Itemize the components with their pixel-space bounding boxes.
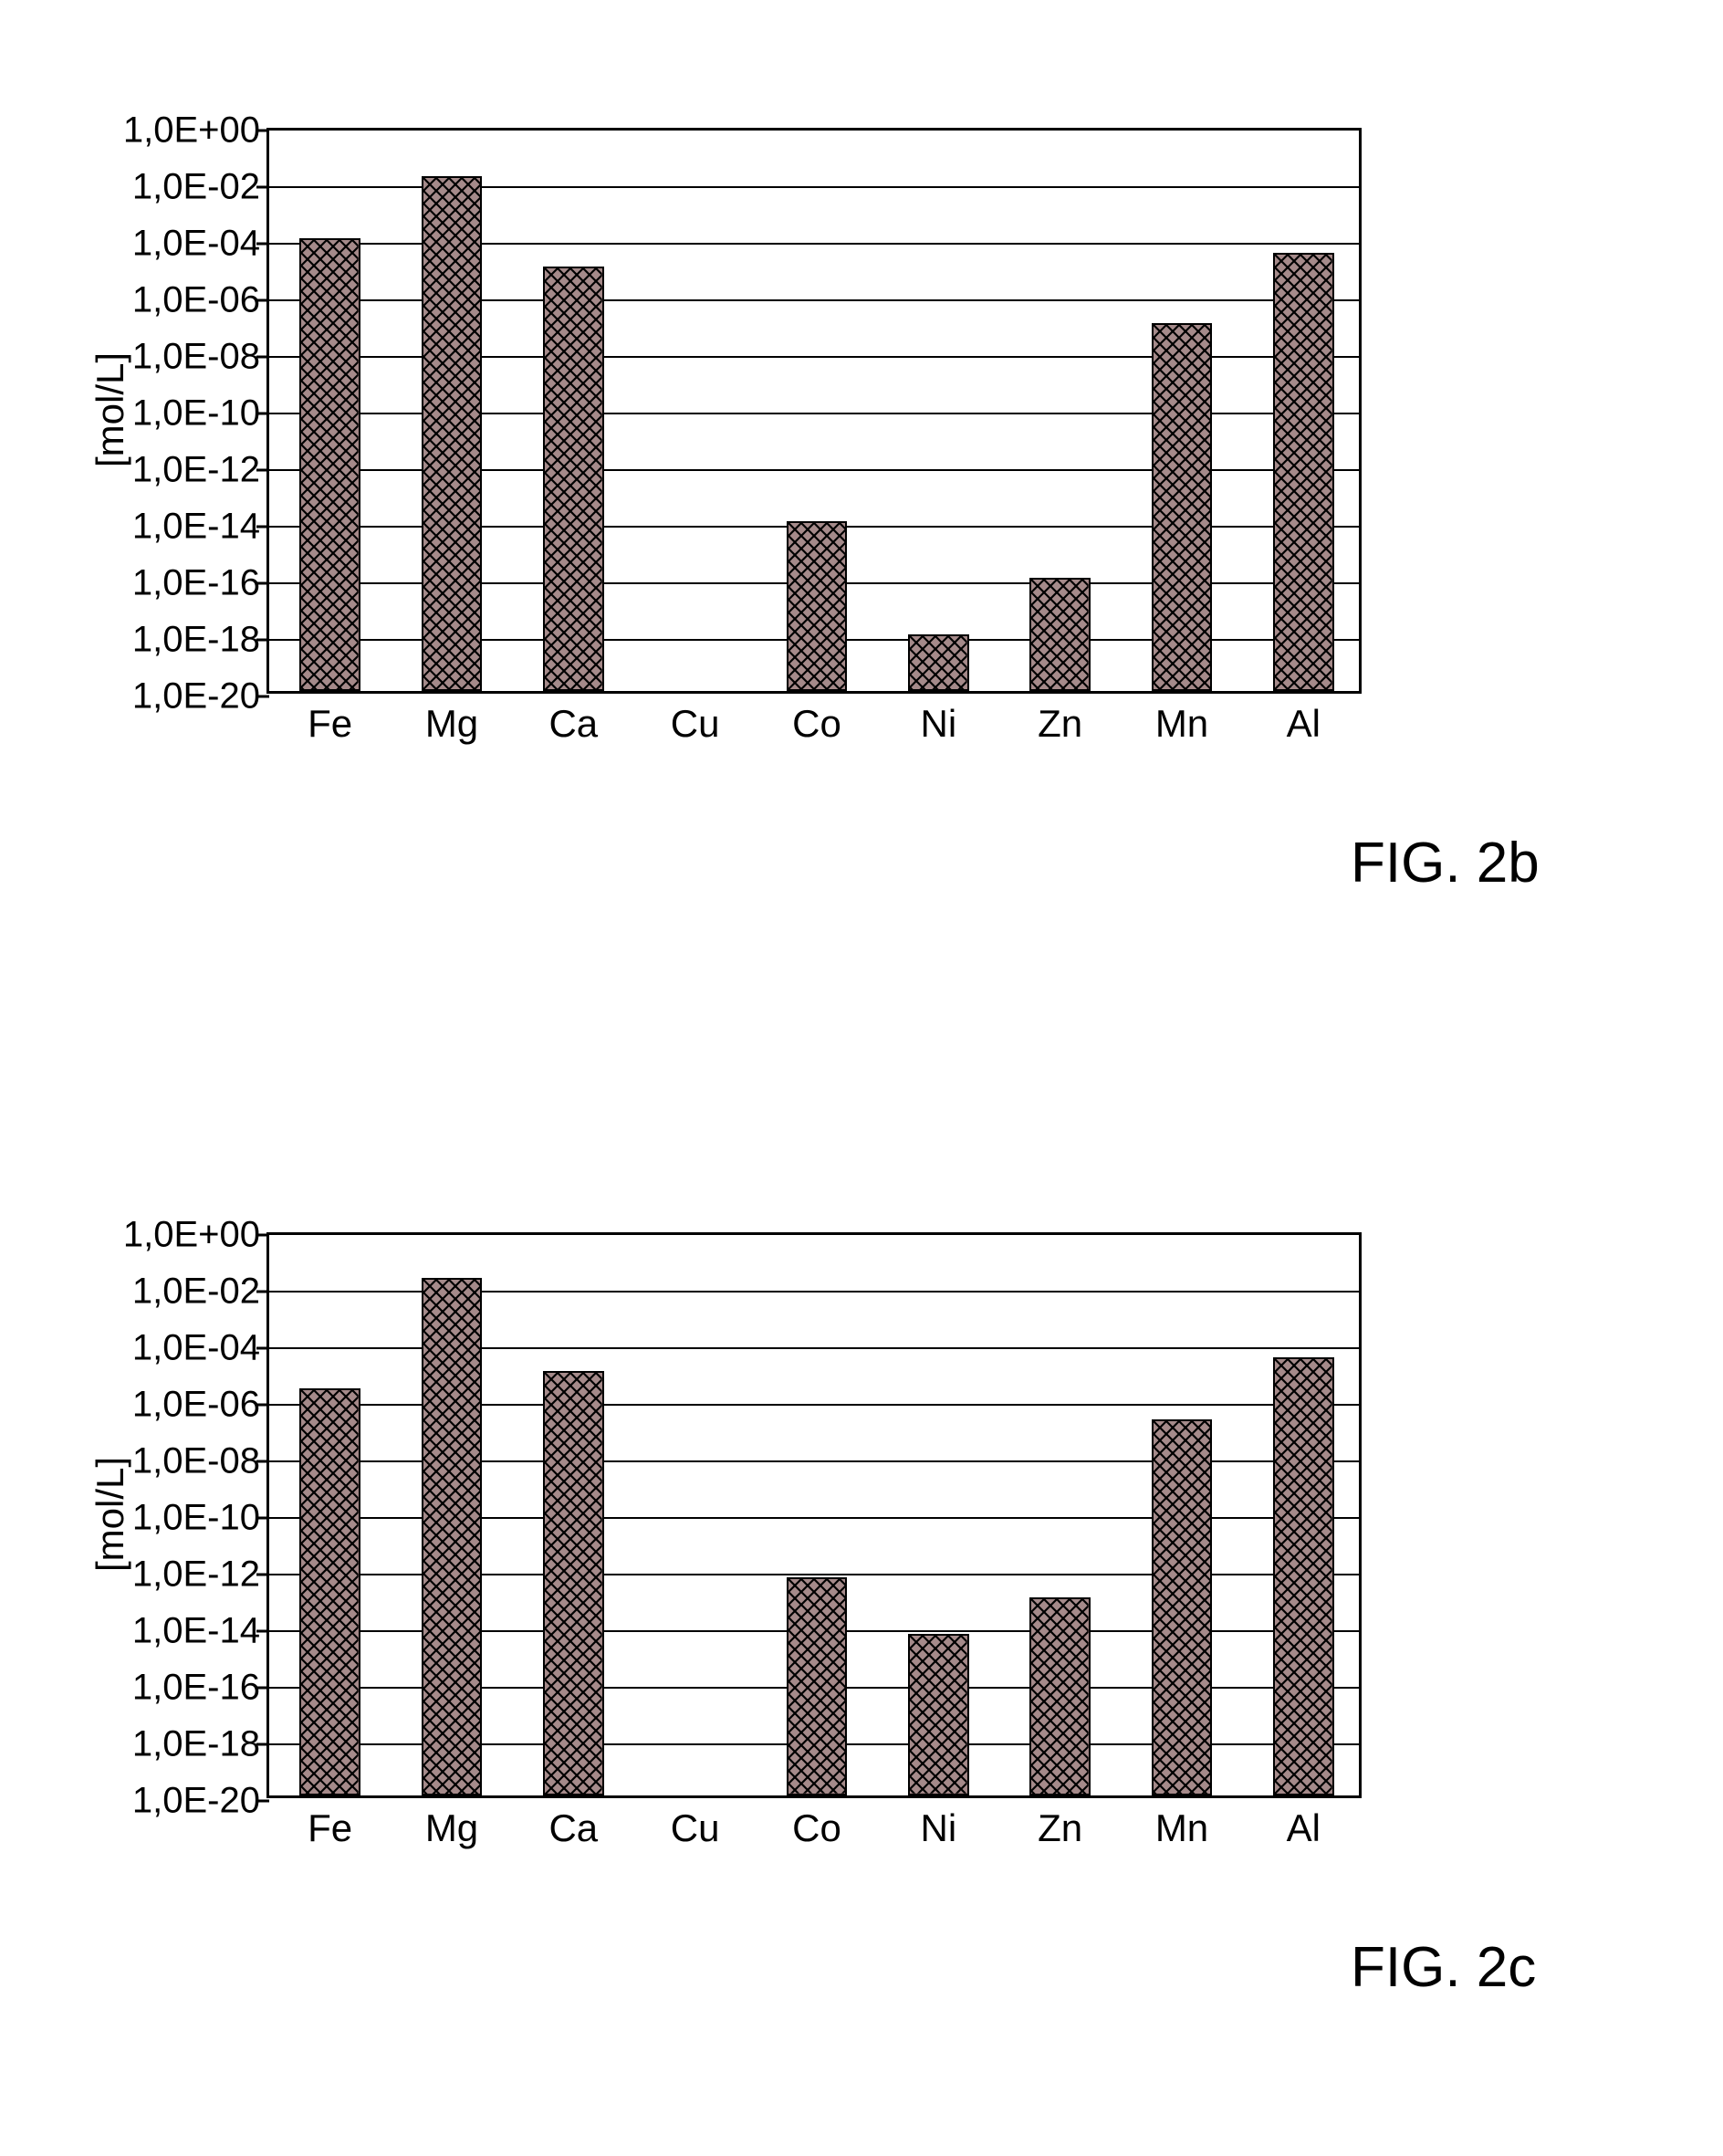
ytick-label: 1,0E-08 (132, 337, 260, 378)
figure-caption: FIG. 2c (1351, 1935, 1536, 2000)
ytick-label: 1,0E+00 (123, 1215, 260, 1256)
bar-zn (1029, 1597, 1091, 1795)
bar-fe (299, 1388, 360, 1795)
xtick-label: Mg (425, 702, 478, 746)
bar-mg (422, 176, 483, 691)
bar-zn (1029, 578, 1091, 691)
xtick-label: Ca (548, 1806, 598, 1850)
bar-co (787, 521, 848, 691)
xtick-label: Zn (1038, 1806, 1082, 1850)
ytick-label: 1,0E-20 (132, 1781, 260, 1822)
ytick-label: 1,0E-20 (132, 676, 260, 717)
bar-mg (422, 1278, 483, 1795)
figure-caption: FIG. 2b (1351, 831, 1540, 895)
ytick-label: 1,0E-10 (132, 1498, 260, 1539)
y-axis-label: [mol/L] (89, 1457, 132, 1572)
xtick-label: Co (792, 1806, 841, 1850)
ytick-label: 1,0E-02 (132, 1272, 260, 1313)
bar-ca (543, 267, 604, 691)
xtick-label: Cu (671, 702, 720, 746)
ytick-label: 1,0E-06 (132, 280, 260, 321)
xtick-label: Ni (920, 1806, 956, 1850)
fig2c-figure: [mol/L]1,0E+001,0E-021,0E-041,0E-061,0E-… (266, 1232, 1723, 2072)
bar-ca (543, 1371, 604, 1795)
ytick-label: 1,0E-06 (132, 1385, 260, 1426)
bar-ni (908, 634, 969, 691)
xtick-label: Ca (548, 702, 598, 746)
plot-area: 1,0E+001,0E-021,0E-041,0E-061,0E-081,0E-… (266, 1232, 1362, 1798)
ytick-label: 1,0E-04 (132, 1328, 260, 1369)
ytick-label: 1,0E-16 (132, 563, 260, 604)
xtick-label: Ni (920, 702, 956, 746)
ytick-label: 1,0E-16 (132, 1668, 260, 1709)
ytick-label: 1,0E-12 (132, 1554, 260, 1596)
xtick-label: Fe (308, 1806, 352, 1850)
bar-co (787, 1577, 848, 1795)
ytick-label: 1,0E+00 (123, 110, 260, 152)
bar-mn (1152, 323, 1213, 691)
plot-area: 1,0E+001,0E-021,0E-041,0E-061,0E-081,0E-… (266, 128, 1362, 694)
xtick-label: Al (1287, 702, 1321, 746)
ytick-label: 1,0E-14 (132, 507, 260, 548)
ytick-label: 1,0E-14 (132, 1611, 260, 1652)
xtick-label: Fe (308, 702, 352, 746)
ytick-label: 1,0E-02 (132, 167, 260, 208)
bar-al (1273, 1357, 1334, 1796)
ytick-label: 1,0E-18 (132, 1724, 260, 1765)
xtick-label: Mg (425, 1806, 478, 1850)
bar-fe (299, 238, 360, 691)
xtick-label: Cu (671, 1806, 720, 1850)
xtick-label: Mn (1155, 1806, 1208, 1850)
ytick-label: 1,0E-04 (132, 224, 260, 265)
bar-mn (1152, 1419, 1213, 1795)
ytick-label: 1,0E-18 (132, 620, 260, 661)
ytick-label: 1,0E-10 (132, 393, 260, 434)
xtick-label: Co (792, 702, 841, 746)
fig2b-figure: [mol/L]1,0E+001,0E-021,0E-041,0E-061,0E-… (266, 128, 1723, 968)
xtick-label: Al (1287, 1806, 1321, 1850)
bar-al (1273, 253, 1334, 692)
y-axis-label: [mol/L] (89, 352, 132, 467)
xtick-label: Mn (1155, 702, 1208, 746)
bar-ni (908, 1634, 969, 1795)
xtick-label: Zn (1038, 702, 1082, 746)
ytick-label: 1,0E-08 (132, 1441, 260, 1482)
ytick-label: 1,0E-12 (132, 450, 260, 491)
